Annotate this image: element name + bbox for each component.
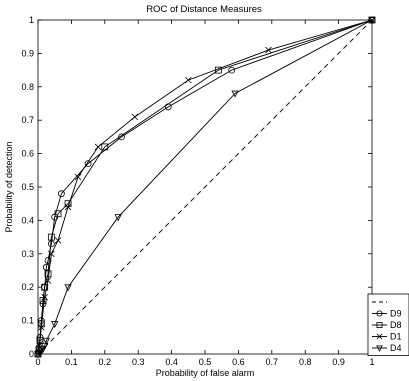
x-axis-label: Probability of false alarm xyxy=(156,368,255,378)
chart-title: ROC of Distance Measures xyxy=(146,4,262,15)
x-marker xyxy=(265,46,272,54)
x-tick-label: 0.9 xyxy=(332,357,345,367)
square-marker xyxy=(54,210,62,218)
y-tick-label: 0.7 xyxy=(21,115,34,125)
series-reference-diagonal xyxy=(37,19,373,355)
legend-item: D8 xyxy=(372,320,402,330)
triangle-down-marker xyxy=(41,342,49,350)
x-marker xyxy=(36,340,43,348)
x-marker xyxy=(64,203,72,211)
y-tick-label: 0.2 xyxy=(21,282,34,292)
x-marker xyxy=(131,113,139,121)
series-line xyxy=(37,19,373,355)
y-tick-label: 0.3 xyxy=(21,249,34,259)
triangle-down-marker xyxy=(376,345,383,352)
x-tick-label: 0.3 xyxy=(132,357,145,367)
x-tick-label: 0.6 xyxy=(232,357,245,367)
triangle-down-marker xyxy=(42,337,51,345)
circle-marker xyxy=(376,310,383,317)
x-tick-label: 1 xyxy=(369,357,374,367)
triangle-down-marker xyxy=(114,214,122,222)
x-tick-label: 0 xyxy=(35,357,40,367)
x-tick-label: 0.4 xyxy=(165,357,178,367)
square-marker xyxy=(376,321,383,328)
circle-marker xyxy=(228,66,236,74)
series-d4 xyxy=(34,17,376,359)
legend-item: D1 xyxy=(372,332,402,342)
x-marker xyxy=(54,237,62,244)
triangle-down-marker xyxy=(51,321,59,329)
x-marker xyxy=(38,323,45,331)
square-marker xyxy=(47,233,55,241)
legend-label: D4 xyxy=(390,343,402,353)
y-tick-label: 0.8 xyxy=(21,82,34,92)
x-axis: 0 0.1 0.2 0.3 0.4 0.5 0.6 0.7 0.8 0.9 1 xyxy=(35,20,375,367)
x-marker xyxy=(376,333,383,340)
series-line xyxy=(37,19,373,355)
legend-label: D1 xyxy=(390,332,402,342)
triangle-down-marker xyxy=(368,17,376,25)
y-tick-label: 0.1 xyxy=(21,316,34,326)
circle-marker xyxy=(118,133,125,141)
square-marker xyxy=(41,283,49,291)
series-layer xyxy=(34,16,376,359)
triangle-down-marker xyxy=(64,284,72,292)
legend-label: D8 xyxy=(390,320,402,330)
y-tick-label: 1 xyxy=(29,15,34,25)
y-tick-label: 0.5 xyxy=(21,182,34,192)
x-marker xyxy=(44,277,52,284)
y-axis: 0 0.1 0.2 0.3 0.4 0.5 0.6 0.7 0.8 0.9 1 xyxy=(21,15,372,359)
x-marker xyxy=(48,250,55,258)
circle-marker xyxy=(44,257,52,264)
x-marker xyxy=(74,173,82,181)
legend-label: D9 xyxy=(390,309,402,319)
x-tick-label: 0.2 xyxy=(99,357,112,367)
x-tick-label: 0.5 xyxy=(199,357,212,367)
x-marker xyxy=(185,76,192,84)
circle-marker xyxy=(84,160,92,168)
y-tick-label: 0.4 xyxy=(21,215,34,225)
x-marker xyxy=(94,143,102,151)
y-tick-label: 0 xyxy=(29,349,34,359)
square-marker xyxy=(39,297,47,304)
x-tick-label: 0.8 xyxy=(299,357,312,367)
y-tick-label: 0.9 xyxy=(21,48,34,58)
x-marker xyxy=(41,293,48,301)
legend-item: D4 xyxy=(372,343,402,353)
x-tick-label: 0.1 xyxy=(65,357,78,367)
triangle-down-marker xyxy=(231,90,239,98)
y-axis-label: Probability of detection xyxy=(4,141,14,232)
square-marker xyxy=(44,270,52,278)
x-tick-label: 0.7 xyxy=(266,357,279,367)
square-marker xyxy=(101,143,109,151)
legend-item: D9 xyxy=(372,309,402,319)
y-tick-label: 0.6 xyxy=(21,149,34,159)
circle-marker xyxy=(57,190,65,198)
